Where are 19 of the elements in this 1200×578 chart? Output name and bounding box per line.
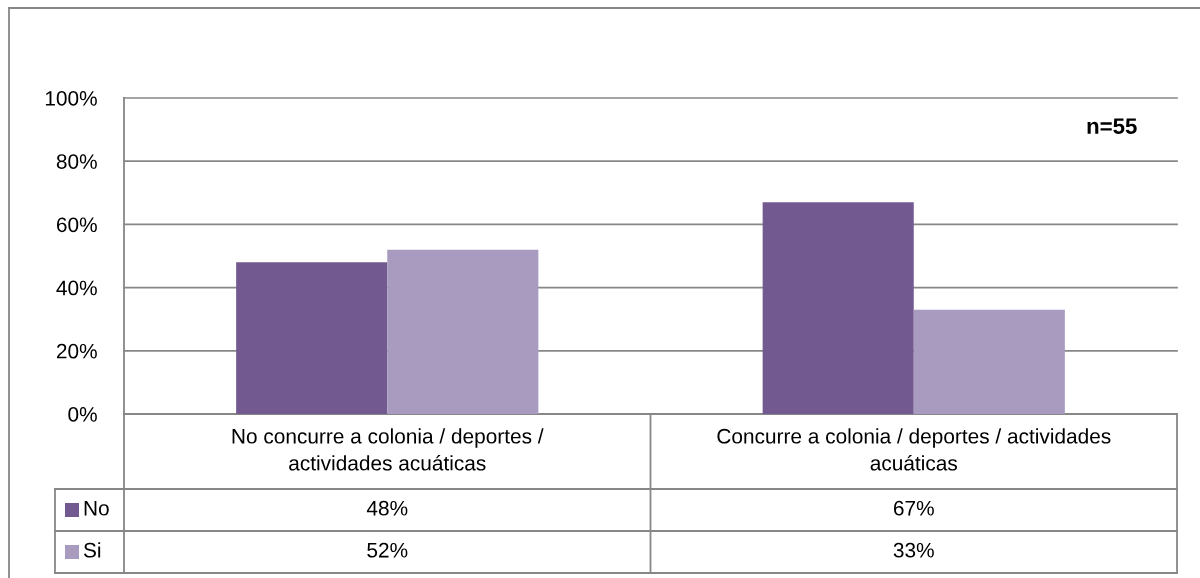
data-label: 48%	[366, 500, 408, 516]
y-tick-label: 60%	[56, 217, 97, 233]
y-tick-label: 80%	[56, 154, 97, 169]
bar	[762, 202, 914, 414]
bar	[387, 249, 539, 414]
y-tick-label: 40%	[56, 280, 97, 296]
bar	[913, 309, 1065, 414]
data-label: 33%	[893, 542, 934, 558]
data-label: 52%	[367, 542, 408, 558]
y-tick-label: 20%	[56, 343, 97, 359]
y-tick-label: 100%	[45, 91, 97, 106]
y-tick-label: 0%	[68, 407, 97, 422]
x-tick-label: No concurre a colonia / deportes / actividades acuáticas	[232, 428, 544, 471]
x-tick-label: Concurre a colonia / deportes / actividades acuáticas	[717, 428, 1111, 471]
bar	[236, 262, 388, 414]
annotation: n=55	[1087, 118, 1137, 134]
data-label: 67%	[893, 500, 934, 516]
legend-label: Si	[83, 542, 101, 558]
legend-label: No	[84, 501, 109, 516]
